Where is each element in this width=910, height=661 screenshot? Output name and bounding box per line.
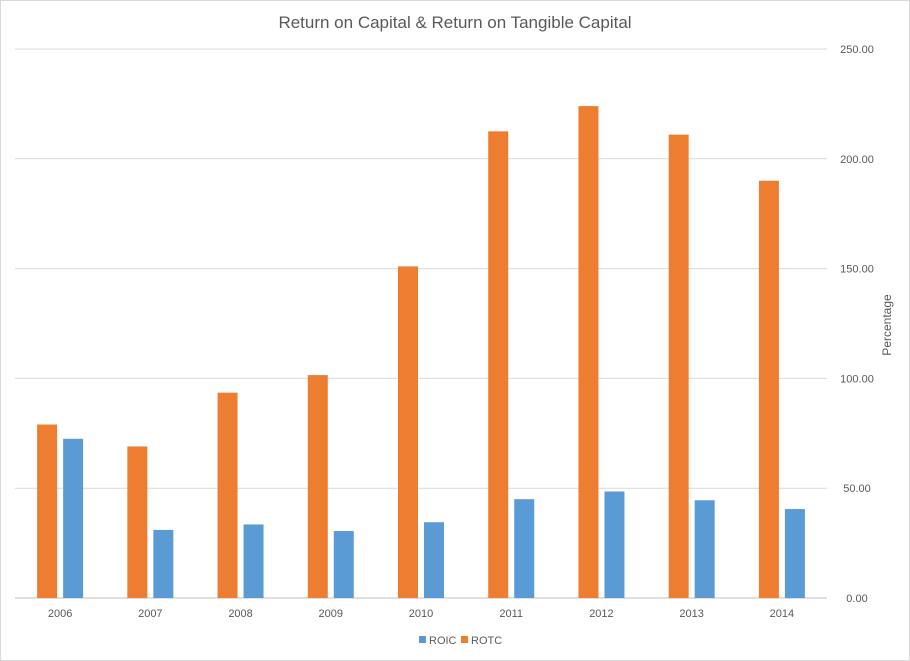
y-tick-label: 50.00 <box>843 483 871 495</box>
bar-roic-2006 <box>63 438 84 598</box>
x-tick-label: 2009 <box>319 608 343 620</box>
x-tick-label: 2011 <box>499 608 523 620</box>
y-tick-label: 150.00 <box>840 264 874 276</box>
bar-roic-2011 <box>514 499 535 598</box>
x-tick-label: 2006 <box>48 608 72 620</box>
bar-rotc-2014 <box>758 180 779 598</box>
x-axis-ticks: 2006 2007 2008 2009 2010 2011 2012 2013 2014 <box>48 608 794 620</box>
bar-rotc-2013 <box>668 134 689 599</box>
y-axis-label: Percentage <box>880 294 894 356</box>
bar-rotc-2009 <box>307 375 328 598</box>
legend-swatch-rotc <box>461 636 468 643</box>
y-tick-label: 250.00 <box>840 44 874 56</box>
y-tick-label: 0.00 <box>846 593 867 605</box>
legend-label-rotc: ROTC <box>471 635 502 647</box>
x-tick-label: 2012 <box>589 608 613 620</box>
x-tick-label: 2010 <box>409 608 433 620</box>
bar-roic-2010 <box>424 522 444 598</box>
legend-label-roic: ROIC <box>429 635 457 647</box>
x-tick-label: 2013 <box>679 608 703 620</box>
x-tick-label: 2014 <box>770 608 794 620</box>
bar-rotc-2011 <box>488 131 509 598</box>
legend-swatch-roic <box>419 636 426 643</box>
gridlines <box>15 48 827 599</box>
bar-roic-2009 <box>333 531 354 598</box>
bar-roic-2014 <box>784 509 805 598</box>
bars <box>37 106 805 599</box>
bar-rotc-2010 <box>398 266 418 598</box>
chart-title: Return on Capital & Return on Tangible C… <box>278 13 631 32</box>
bar-rotc-2006 <box>37 424 58 598</box>
bar-roic-2013 <box>694 500 715 598</box>
bar-rotc-2012 <box>578 106 599 598</box>
y-tick-label: 100.00 <box>840 373 874 385</box>
bar-rotc-2008 <box>217 392 238 598</box>
y-tick-label: 200.00 <box>840 154 874 166</box>
x-tick-label: 2007 <box>138 608 162 620</box>
bar-rotc-2007 <box>127 446 148 598</box>
legend: ROIC ROTC <box>419 635 502 647</box>
bar-roic-2012 <box>604 491 625 598</box>
x-tick-label: 2008 <box>228 608 252 620</box>
bar-roic-2008 <box>243 524 264 598</box>
bar-roic-2007 <box>153 529 174 598</box>
y-axis-ticks: 0.00 50.00 100.00 150.00 200.00 250.00 <box>840 44 874 605</box>
